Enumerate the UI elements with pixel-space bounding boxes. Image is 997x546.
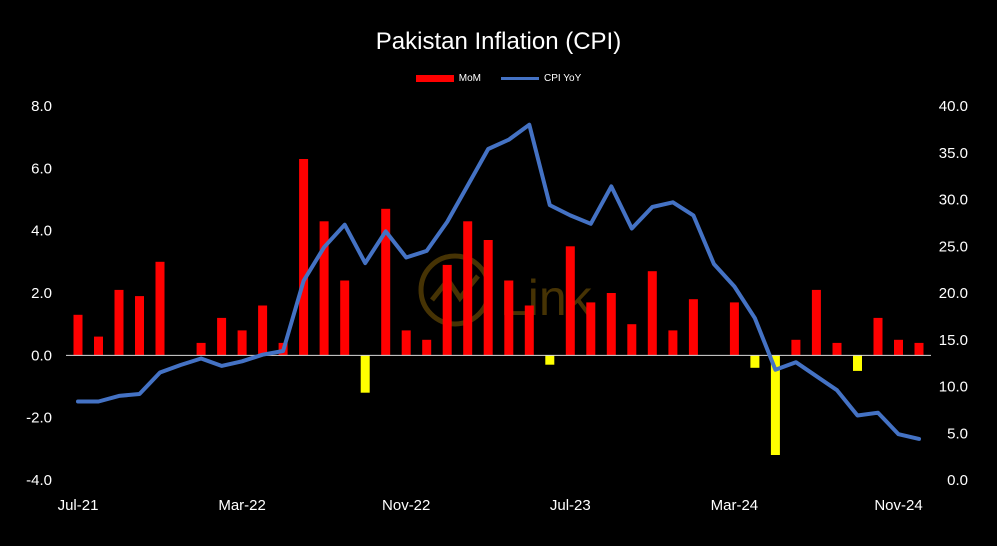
bar-mom-Jun-23	[545, 355, 555, 365]
bar-mom-Oct-22	[381, 208, 391, 356]
right-tick-label: 15.0	[939, 332, 968, 349]
x-tick-label: Jul-21	[58, 497, 99, 514]
bar-mom-Jan-22	[196, 342, 206, 356]
bar-mom-Dec-24	[914, 342, 924, 356]
bar-mom-Mar-22	[237, 330, 247, 356]
legend-swatch-cpi-yoy	[500, 77, 539, 80]
bar-mom-Aug-23	[586, 302, 596, 356]
bar-mom-Jun-24	[791, 339, 801, 356]
right-tick-label: 30.0	[939, 192, 968, 209]
x-tick-label: Jul-23	[550, 497, 591, 514]
legend-label-cpi-yoy: CPI YoY	[543, 73, 582, 84]
right-tick-label: 20.0	[939, 285, 968, 302]
left-tick-label: -4.0	[26, 472, 52, 489]
right-tick-label: 25.0	[939, 238, 968, 255]
x-axis: Jul-21 Mar-22 Nov-22 Jul-23 Mar-24 Nov-24	[58, 497, 923, 514]
chart-title: Pakistan Inflation (CPI)	[375, 28, 622, 55]
bar-series-mom	[73, 159, 924, 455]
bar-mom-Aug-22	[340, 280, 350, 356]
right-tick-label: 40.0	[939, 98, 968, 115]
bar-mom-Apr-24	[750, 355, 760, 368]
left-tick-label: 0.0	[31, 347, 52, 364]
right-tick-label: 10.0	[939, 379, 968, 396]
left-tick-label: 8.0	[31, 98, 52, 115]
x-tick-label: Nov-22	[382, 497, 430, 514]
bar-mom-Sep-22	[360, 355, 370, 393]
left-tick-label: 6.0	[31, 160, 52, 177]
line-cpi-yoy	[76, 122, 921, 441]
left-tick-label: 4.0	[31, 223, 52, 240]
bar-mom-Feb-23	[463, 221, 473, 356]
x-tick-label: Mar-22	[218, 497, 266, 514]
bar-mom-Jan-23	[442, 264, 452, 356]
bar-mom-Jan-24	[688, 299, 698, 356]
left-tick-label: -2.0	[26, 410, 52, 427]
bar-mom-Nov-24	[894, 339, 903, 356]
bar-mom-Jul-21	[73, 314, 83, 356]
right-axis: 40.0 35.0 30.0 25.0 20.0 15.0 10.0 5.0 0.0	[939, 98, 968, 489]
bar-mom-Apr-22	[258, 305, 268, 356]
left-tick-label: 2.0	[31, 285, 52, 302]
bar-mom-Mar-23	[483, 240, 493, 356]
bar-mom-May-23	[524, 305, 534, 356]
line-series-cpi-yoy	[76, 122, 921, 441]
legend-label-mom: MoM	[458, 73, 481, 84]
bar-mom-Aug-24	[832, 342, 842, 356]
bar-mom-Nov-23	[647, 271, 657, 356]
bar-mom-Mar-24	[729, 302, 739, 356]
right-tick-label: 5.0	[947, 425, 968, 442]
watermark-text: Link	[500, 270, 593, 326]
bar-mom-Jul-24	[811, 289, 821, 356]
bar-mom-Jun-22	[299, 159, 309, 356]
watermark-logo: Link	[418, 253, 593, 327]
legend-item-cpi-yoy: CPI YoY	[500, 73, 582, 84]
bar-mom-Sep-24	[853, 355, 862, 371]
right-tick-label: 35.0	[939, 145, 968, 162]
bar-mom-Nov-21	[155, 261, 165, 356]
bar-mom-Jul-23	[565, 246, 575, 356]
bar-mom-Aug-21	[94, 336, 103, 356]
legend: MoM CPI YoY	[0, 73, 997, 84]
left-axis: 8.0 6.0 4.0 2.0 0.0 -2.0 -4.0	[26, 98, 52, 489]
bar-mom-Dec-22	[422, 339, 432, 356]
bar-mom-Jul-22	[319, 221, 329, 356]
bar-mom-Feb-22	[217, 317, 227, 356]
right-tick-label: 0.0	[947, 472, 968, 489]
bar-mom-May-24	[770, 355, 780, 455]
x-tick-label: Mar-24	[711, 497, 759, 514]
legend-item-mom: MoM	[415, 73, 481, 84]
bar-mom-Dec-23	[668, 330, 678, 356]
legend-swatch-mom	[415, 75, 454, 82]
bar-mom-Oct-21	[135, 296, 144, 356]
bar-mom-Nov-22	[401, 330, 411, 356]
bar-mom-Oct-23	[627, 324, 637, 356]
bar-mom-Sep-21	[114, 289, 124, 356]
bar-mom-Apr-23	[504, 280, 514, 356]
x-tick-label: Nov-24	[874, 497, 922, 514]
bar-mom-Sep-23	[606, 293, 616, 356]
bar-mom-Oct-24	[873, 317, 883, 356]
